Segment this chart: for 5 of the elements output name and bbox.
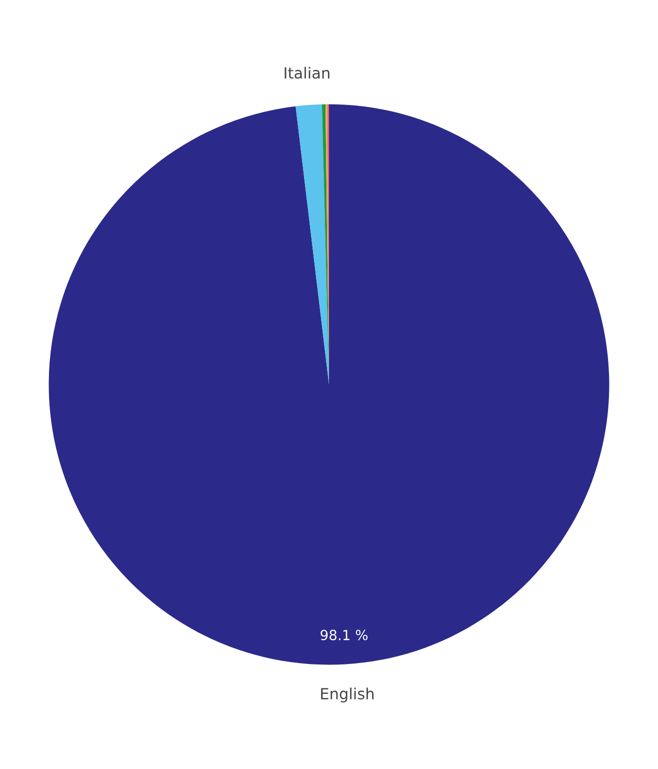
slice-label: Italian [284,66,330,79]
slice-label: English [321,688,374,702]
data-label: 98.1 % [320,630,368,640]
pie-slice [296,104,329,384]
pie-slice [48,104,610,665]
